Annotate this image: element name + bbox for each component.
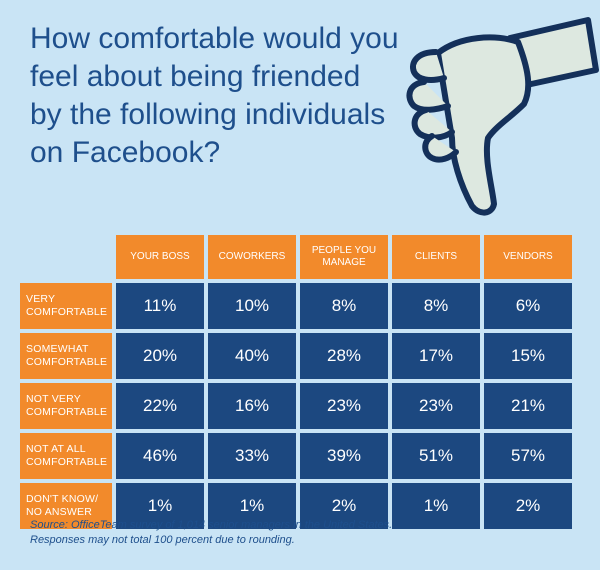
value-cell: 20% — [116, 333, 204, 379]
value-cell: 8% — [300, 283, 388, 329]
source-footnote: Source: OfficeTeam survey of 1,014 senio… — [30, 518, 590, 548]
row-label-line: COMFORTABLE — [26, 456, 108, 468]
row-label: NOT VERY COMFORTABLE — [20, 383, 112, 429]
row-label-line: DON'T KNOW/ — [26, 493, 99, 505]
value-cell: 15% — [484, 333, 572, 379]
row-label-line: VERY — [26, 293, 56, 305]
row-label: NOT AT ALL COMFORTABLE — [20, 433, 112, 479]
row-label: DON'T KNOW/ NO ANSWER — [20, 483, 112, 529]
title-line: How comfortable would you — [30, 22, 399, 55]
thumbs-down-icon — [406, 17, 599, 216]
value-cell: 1% — [208, 483, 296, 529]
table-row: NOT AT ALL COMFORTABLE 46% 33% 39% 51% 5… — [20, 433, 600, 479]
value-cell: 21% — [484, 383, 572, 429]
comfort-table: YOUR BOSS COWORKERS PEOPLE YOU MANAGE CL… — [20, 235, 600, 533]
row-label-line: SOMEWHAT — [26, 343, 89, 355]
value-cell: 46% — [116, 433, 204, 479]
corner-cell — [20, 235, 112, 279]
value-cell: 16% — [208, 383, 296, 429]
value-cell: 10% — [208, 283, 296, 329]
table-row: VERY COMFORTABLE 11% 10% 8% 8% 6% — [20, 283, 600, 329]
row-label-line: COMFORTABLE — [26, 356, 108, 368]
value-cell: 1% — [116, 483, 204, 529]
footnote-line: Responses may not total 100 percent due … — [30, 534, 295, 546]
column-header: YOUR BOSS — [116, 235, 204, 279]
value-cell: 51% — [392, 433, 480, 479]
value-cell: 17% — [392, 333, 480, 379]
value-cell: 23% — [392, 383, 480, 429]
value-cell: 28% — [300, 333, 388, 379]
row-label: SOMEWHAT COMFORTABLE — [20, 333, 112, 379]
value-cell: 40% — [208, 333, 296, 379]
value-cell: 39% — [300, 433, 388, 479]
table-row: SOMEWHAT COMFORTABLE 20% 40% 28% 17% 15% — [20, 333, 600, 379]
column-header: COWORKERS — [208, 235, 296, 279]
title-line: by the following individuals — [30, 98, 386, 131]
table-row: NOT VERY COMFORTABLE 22% 16% 23% 23% 21% — [20, 383, 600, 429]
column-header: VENDORS — [484, 235, 572, 279]
row-label-line: COMFORTABLE — [26, 406, 108, 418]
row-label-line: NOT AT ALL — [26, 443, 86, 455]
value-cell: 57% — [484, 433, 572, 479]
value-cell: 1% — [392, 483, 480, 529]
row-label-line: NOT VERY — [26, 393, 81, 405]
row-label: VERY COMFORTABLE — [20, 283, 112, 329]
title-line: feel about being friended — [30, 60, 361, 93]
title-line: on Facebook? — [30, 136, 221, 169]
table-header-row: YOUR BOSS COWORKERS PEOPLE YOU MANAGE CL… — [20, 235, 600, 279]
column-header: PEOPLE YOU MANAGE — [300, 235, 388, 279]
row-label-line: COMFORTABLE — [26, 306, 108, 318]
value-cell: 22% — [116, 383, 204, 429]
footnote-line: Source: OfficeTeam survey of 1,014 senio… — [30, 519, 393, 531]
column-header: CLIENTS — [392, 235, 480, 279]
value-cell: 6% — [484, 283, 572, 329]
row-label-line: NO ANSWER — [26, 506, 92, 518]
value-cell: 11% — [116, 283, 204, 329]
value-cell: 8% — [392, 283, 480, 329]
table-row: DON'T KNOW/ NO ANSWER 1% 1% 2% 1% 2% — [20, 483, 600, 529]
chart-title: How comfortable would you feel about bei… — [30, 20, 420, 172]
value-cell: 23% — [300, 383, 388, 429]
value-cell: 33% — [208, 433, 296, 479]
value-cell: 2% — [300, 483, 388, 529]
value-cell: 2% — [484, 483, 572, 529]
